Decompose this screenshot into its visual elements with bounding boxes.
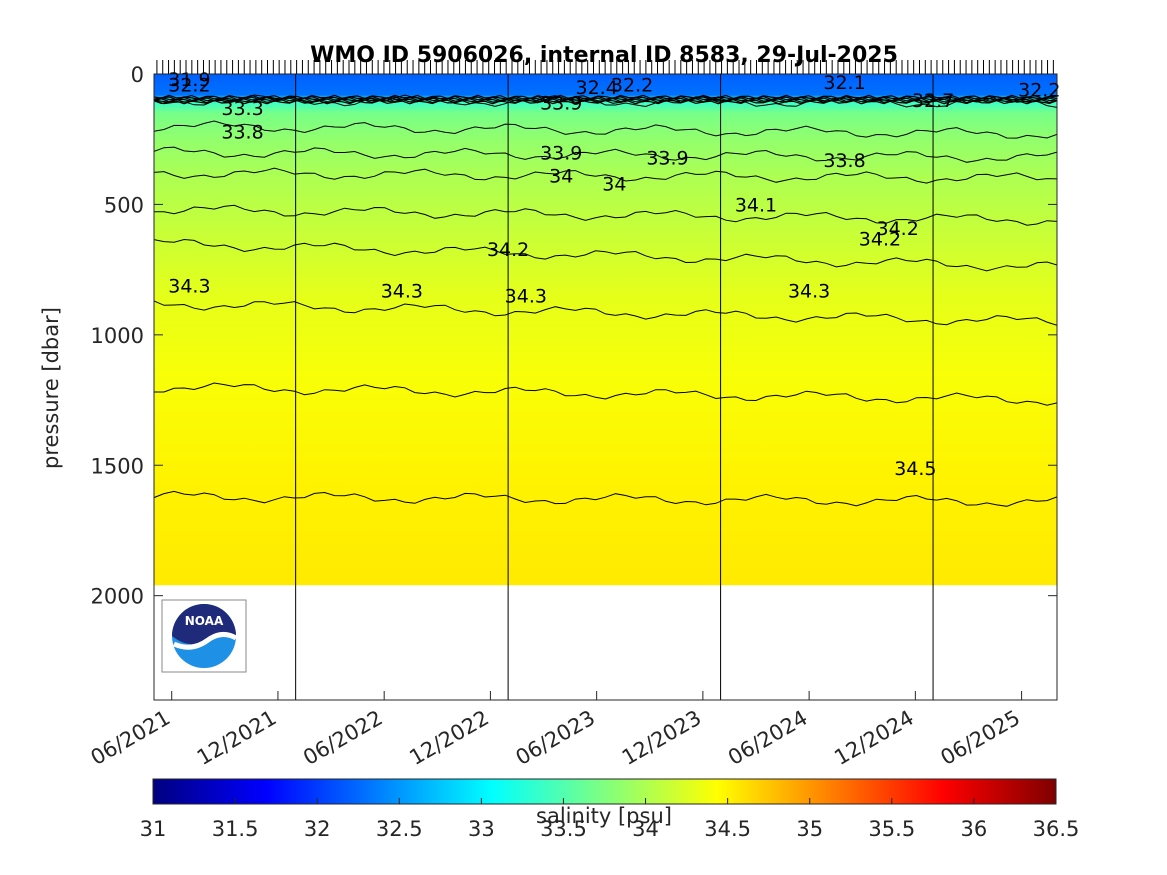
contour-label: 34.2 xyxy=(859,228,901,250)
salinity-contours xyxy=(154,94,1057,507)
colorbar-label: salinity [psu] xyxy=(536,804,672,828)
y-axis-label: pressure [dbar] xyxy=(39,307,63,469)
plot-area: 31.932.233.333.832.432.233.933.934 3433.9… xyxy=(87,60,1060,770)
contour-line-33.9 xyxy=(154,146,1057,163)
contour-label: 34.3 xyxy=(788,280,830,302)
x-tick-label: 06/2023 xyxy=(512,706,600,770)
contour-label: 34.3 xyxy=(168,275,210,297)
salinity-field-fill xyxy=(154,74,1057,586)
chart-title: WMO ID 5906026, internal ID 8583, 29-Jul… xyxy=(310,43,898,68)
contour-label: 32.2 xyxy=(1018,80,1060,102)
contour-label: 33.3 xyxy=(221,98,263,120)
halocline-contour-line xyxy=(154,99,1057,105)
colorbar-tick-label: 35.5 xyxy=(868,817,915,841)
x-tick-label: 06/2024 xyxy=(724,706,812,770)
contour-label: 32.7 xyxy=(912,90,954,112)
contour-label: 34 xyxy=(602,174,626,196)
contour-label: 32.4 xyxy=(575,77,617,99)
noaa-logo: NOAA xyxy=(161,599,247,673)
contour-label: 33.9 xyxy=(540,93,582,115)
colorbar-ticks: 31 31.5 32 32.5 33 33.5 34 34.5 35 35.5 36 36.5 xyxy=(140,798,1080,841)
contour-label: 34.5 xyxy=(894,458,936,480)
y-tick-label: 1500 xyxy=(91,454,144,478)
contour-label: 34.3 xyxy=(381,280,423,302)
x-tick-label: 12/2023 xyxy=(618,706,706,770)
contour-label: 32.2 xyxy=(168,74,210,96)
colorbar-fill xyxy=(152,778,1057,805)
contour-line-33.8 xyxy=(154,120,1057,139)
contour-label: 33.8 xyxy=(823,150,865,172)
contour-labels: 31.932.233.333.832.432.233.933.934 3433.9… xyxy=(168,69,1060,480)
contour-label: 34 xyxy=(549,166,573,188)
contour-label: 31.9 xyxy=(168,69,210,91)
y-tick-label: 500 xyxy=(104,193,144,217)
colorbar-tick-label: 31.5 xyxy=(212,817,259,841)
y-tick-label: 0 xyxy=(131,63,144,87)
y-tick-label: 1000 xyxy=(91,324,144,348)
colorbar-tick-label: 33.5 xyxy=(540,817,587,841)
contour-line-34.2 xyxy=(154,238,1057,272)
contour-line-34.3 xyxy=(154,300,1057,326)
noaa-logo-text: NOAA xyxy=(185,614,224,628)
x-tick-label: 12/2024 xyxy=(830,706,918,770)
contour-label: 34.3 xyxy=(505,286,547,308)
colorbar-tick-label: 33 xyxy=(468,817,495,841)
contour-line-34.4 xyxy=(154,382,1057,406)
profile-tick-marks xyxy=(156,60,1054,74)
contour-label: 34.2 xyxy=(876,218,918,240)
colorbar: 31 31.5 32 32.5 33 33.5 34 34.5 35 35.5 36 36.5 sal… xyxy=(140,778,1080,841)
year-marker-lines xyxy=(295,74,934,700)
contour-line-33.3 xyxy=(154,94,1057,108)
contour-label: 33.9 xyxy=(540,142,582,164)
contour-label: 33.9 xyxy=(646,147,688,169)
colorbar-tick-label: 31 xyxy=(140,817,167,841)
colorbar-tick-label: 36.5 xyxy=(1033,817,1080,841)
salinity-field xyxy=(154,74,1057,586)
contour-line-34.5 xyxy=(154,490,1057,507)
contour-label: 32.2 xyxy=(611,74,653,96)
x-tick-label: 12/2021 xyxy=(193,706,281,770)
contour-label: 32.1 xyxy=(823,72,865,94)
x-axis-ticks: 06/2021 12/2021 06/2022 12/2022 06/2023 12/20… xyxy=(87,691,1024,770)
contour-line-34 xyxy=(154,167,1057,184)
y-axis-ticks: 0 500 1000 1500 2000 xyxy=(91,63,1057,609)
colorbar-tick-label: 34.5 xyxy=(704,817,751,841)
colorbar-tick-label: 32 xyxy=(304,817,331,841)
x-tick-label: 06/2025 xyxy=(937,706,1025,770)
colorbar-tick-label: 36 xyxy=(961,817,988,841)
x-tick-label: 06/2021 xyxy=(87,706,175,770)
contour-label: 34.1 xyxy=(735,194,777,216)
y-tick-label: 2000 xyxy=(91,585,144,609)
contour-line-34.1 xyxy=(154,204,1057,226)
x-tick-label: 06/2022 xyxy=(299,706,387,770)
x-tick-label: 12/2022 xyxy=(405,706,493,770)
contour-label: 33.8 xyxy=(221,121,263,143)
colorbar-tick-label: 34 xyxy=(632,817,659,841)
contour-label: 34.2 xyxy=(487,239,529,261)
colorbar-tick-label: 35 xyxy=(796,817,823,841)
colorbar-tick-label: 32.5 xyxy=(376,817,423,841)
